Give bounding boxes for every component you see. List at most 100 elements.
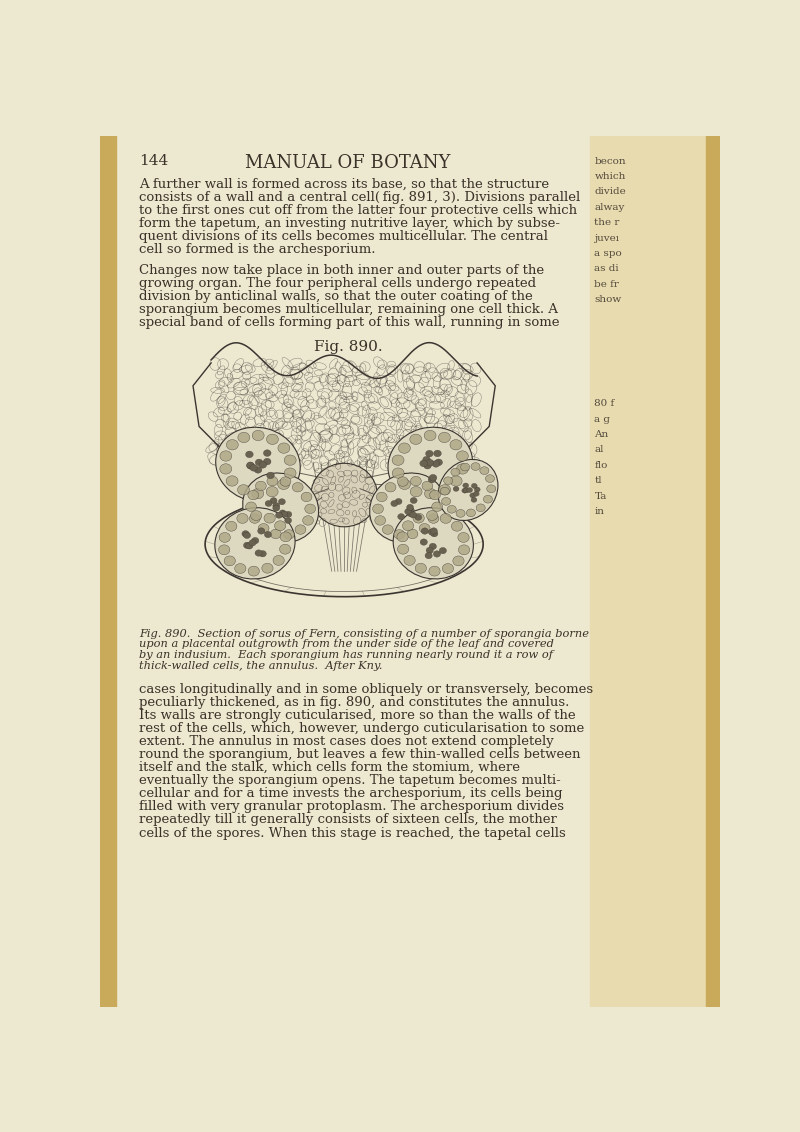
Ellipse shape xyxy=(398,477,408,487)
Ellipse shape xyxy=(435,458,442,465)
Ellipse shape xyxy=(374,516,386,525)
Text: Fig. 890.  Section of sorus of Fern, consisting of a number of sporangia borne: Fig. 890. Section of sorus of Fern, cons… xyxy=(138,628,589,638)
Ellipse shape xyxy=(237,514,248,523)
Ellipse shape xyxy=(471,497,477,503)
Ellipse shape xyxy=(471,463,480,471)
Ellipse shape xyxy=(249,540,256,546)
Ellipse shape xyxy=(392,468,404,479)
Text: to the first ones cut off from the latter four protective cells which: to the first ones cut off from the latte… xyxy=(138,204,577,216)
Ellipse shape xyxy=(458,532,469,542)
Ellipse shape xyxy=(242,473,318,542)
Text: Changes now take place in both inner and outer parts of the: Changes now take place in both inner and… xyxy=(138,264,544,276)
Ellipse shape xyxy=(226,475,238,486)
Ellipse shape xyxy=(434,451,442,457)
Text: show: show xyxy=(594,295,622,305)
Ellipse shape xyxy=(251,538,259,543)
Ellipse shape xyxy=(410,435,422,445)
Ellipse shape xyxy=(430,531,438,537)
Ellipse shape xyxy=(457,464,469,474)
Ellipse shape xyxy=(250,514,260,523)
Ellipse shape xyxy=(442,564,454,574)
Ellipse shape xyxy=(259,462,266,469)
Text: cellular and for a time invests the archesporium, its cells being: cellular and for a time invests the arch… xyxy=(138,787,562,800)
Ellipse shape xyxy=(413,513,424,523)
Ellipse shape xyxy=(278,443,290,453)
Text: itself and the stalk, which cells form the stomium, where: itself and the stalk, which cells form t… xyxy=(138,761,520,774)
Ellipse shape xyxy=(463,488,470,492)
Ellipse shape xyxy=(430,528,438,534)
Ellipse shape xyxy=(259,550,266,557)
Ellipse shape xyxy=(242,531,249,537)
Ellipse shape xyxy=(279,509,286,516)
Text: by an indusium.  Each sporangium has running nearly round it a row of: by an indusium. Each sporangium has runn… xyxy=(138,650,553,660)
Text: rest of the cells, which, however, undergo cuticularisation to some: rest of the cells, which, however, under… xyxy=(138,722,584,735)
Ellipse shape xyxy=(456,509,465,517)
Ellipse shape xyxy=(246,501,257,512)
Ellipse shape xyxy=(410,477,422,486)
Text: eventually the sporangium opens. The tapetum becomes multi-: eventually the sporangium opens. The tap… xyxy=(138,774,561,787)
Ellipse shape xyxy=(422,481,433,490)
Ellipse shape xyxy=(486,484,496,492)
Text: A further wall is formed across its base, so that the structure: A further wall is formed across its base… xyxy=(138,178,549,190)
Ellipse shape xyxy=(295,525,306,534)
Text: flo: flo xyxy=(594,461,608,470)
Ellipse shape xyxy=(246,451,254,457)
Ellipse shape xyxy=(486,474,494,482)
Ellipse shape xyxy=(462,483,469,488)
Text: cases longitudinally and in some obliquely or transversely, becomes: cases longitudinally and in some oblique… xyxy=(138,683,593,695)
Ellipse shape xyxy=(429,474,437,481)
Ellipse shape xyxy=(410,497,417,504)
Ellipse shape xyxy=(266,435,278,445)
Text: repeatedly till it generally consists of sixteen cells, the mother: repeatedly till it generally consists of… xyxy=(138,814,557,826)
Ellipse shape xyxy=(422,456,430,463)
Ellipse shape xyxy=(376,492,387,501)
Ellipse shape xyxy=(264,531,271,538)
Ellipse shape xyxy=(450,439,462,449)
Bar xyxy=(590,136,720,1007)
Ellipse shape xyxy=(248,566,259,576)
Ellipse shape xyxy=(263,449,271,456)
Ellipse shape xyxy=(407,507,414,513)
Ellipse shape xyxy=(470,492,476,498)
Ellipse shape xyxy=(398,479,410,489)
Ellipse shape xyxy=(392,455,404,465)
Ellipse shape xyxy=(439,548,446,554)
Ellipse shape xyxy=(406,504,414,511)
Ellipse shape xyxy=(426,460,434,466)
Ellipse shape xyxy=(266,472,274,479)
Ellipse shape xyxy=(415,564,426,573)
Ellipse shape xyxy=(280,532,291,542)
Ellipse shape xyxy=(279,544,291,555)
Ellipse shape xyxy=(255,481,266,490)
Ellipse shape xyxy=(428,477,436,483)
Ellipse shape xyxy=(274,521,286,531)
Bar xyxy=(706,136,720,1007)
Text: growing organ. The four peripheral cells undergo repeated: growing organ. The four peripheral cells… xyxy=(138,276,536,290)
Ellipse shape xyxy=(410,512,417,518)
Text: dividе: dividе xyxy=(594,188,626,197)
Text: be fr: be fr xyxy=(594,280,619,289)
Ellipse shape xyxy=(474,491,479,496)
Ellipse shape xyxy=(252,430,264,440)
Ellipse shape xyxy=(451,469,460,475)
Ellipse shape xyxy=(395,498,402,505)
Ellipse shape xyxy=(440,487,450,495)
Text: sporangium becomes multicellular, remaining one cell thick. A: sporangium becomes multicellular, remain… xyxy=(138,303,558,316)
Ellipse shape xyxy=(370,473,446,542)
Text: form the tapetum, an investing nutritive layer, which by subse-: form the tapetum, an investing nutritive… xyxy=(138,216,560,230)
Text: An: An xyxy=(594,430,609,439)
Ellipse shape xyxy=(246,463,254,469)
Ellipse shape xyxy=(457,451,468,461)
Ellipse shape xyxy=(280,477,291,487)
Ellipse shape xyxy=(404,556,415,565)
Ellipse shape xyxy=(428,514,439,523)
Ellipse shape xyxy=(248,490,258,500)
Text: extent. The annulus in most cases does not extend completely: extent. The annulus in most cases does n… xyxy=(138,735,554,748)
Text: cells of the spores. When this stage is reached, the tapetal cells: cells of the spores. When this stage is … xyxy=(138,826,566,840)
Ellipse shape xyxy=(273,505,280,512)
Ellipse shape xyxy=(442,497,450,505)
Ellipse shape xyxy=(270,529,282,539)
Ellipse shape xyxy=(398,443,410,453)
Ellipse shape xyxy=(440,514,451,523)
Ellipse shape xyxy=(255,550,262,556)
